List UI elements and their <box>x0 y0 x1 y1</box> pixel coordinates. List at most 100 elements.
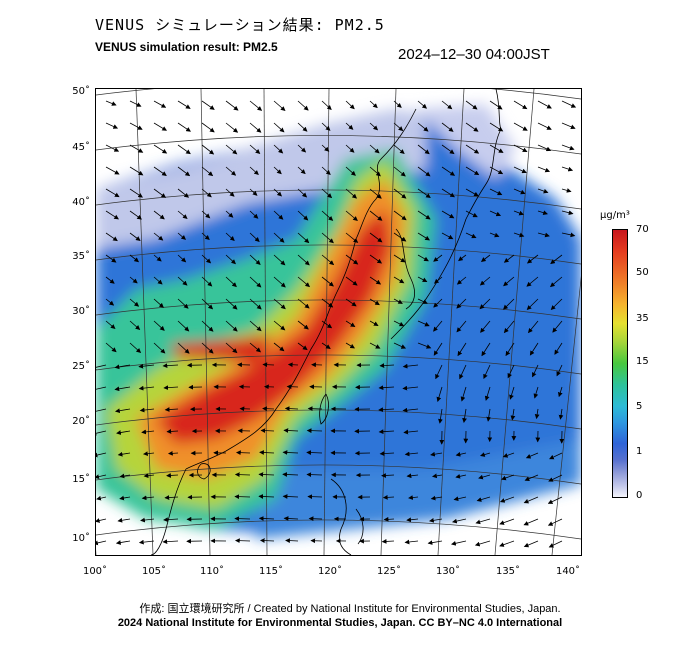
wind-arrow <box>417 188 431 199</box>
wind-arrow <box>465 100 478 110</box>
wind-arrow <box>249 276 262 288</box>
wind-arrow <box>452 518 467 524</box>
wind-arrow <box>168 450 179 456</box>
wind-arrow <box>526 298 539 311</box>
wind-arrow <box>417 166 431 177</box>
wind-arrow <box>481 342 491 357</box>
wind-arrow <box>552 320 563 333</box>
wind-arrow <box>96 474 107 479</box>
wind-arrow <box>393 210 407 221</box>
wind-arrow <box>455 473 467 479</box>
wind-arrow <box>513 100 528 110</box>
wind-arrow <box>465 166 480 176</box>
wind-arrow <box>550 298 563 311</box>
wind-arrow <box>96 540 107 546</box>
wind-arrow <box>297 232 310 244</box>
wind-arrow <box>225 122 239 133</box>
lat-tick-25: 25˚ <box>72 361 90 372</box>
wind-arrow <box>321 298 334 308</box>
wind-arrow <box>105 188 120 198</box>
wind-arrow <box>382 494 395 500</box>
wind-arrow <box>321 254 335 266</box>
wind-arrow <box>105 254 117 263</box>
wind-arrow <box>345 144 355 153</box>
wind-arrow <box>441 100 453 110</box>
wind-arrow <box>441 210 455 219</box>
wind-arrow <box>489 122 504 132</box>
wind-arrow <box>96 518 107 523</box>
wind-arrow <box>129 166 144 176</box>
wind-arrow <box>177 210 188 220</box>
wind-arrow <box>489 166 504 175</box>
wind-arrow <box>369 298 380 306</box>
wind-arrow <box>153 210 165 220</box>
wind-arrow <box>383 516 395 522</box>
wind-arrow <box>306 428 323 434</box>
wind-arrow <box>406 473 419 479</box>
wind-arrow <box>96 364 107 370</box>
wind-arrow <box>201 254 212 264</box>
wind-arrow <box>177 342 190 354</box>
wind-arrow <box>393 188 407 199</box>
wind-arrow <box>427 540 443 545</box>
wind-arrow <box>119 495 131 501</box>
wind-arrow <box>105 144 120 152</box>
wind-arrow <box>378 407 395 413</box>
wind-arrow <box>369 188 382 199</box>
wind-arrow <box>474 540 491 547</box>
wind-arrow <box>537 188 549 194</box>
pm25-map[interactable] <box>95 88 582 556</box>
wind-arrow <box>225 254 236 265</box>
wind-arrow <box>163 385 179 391</box>
wind-arrow <box>534 408 540 420</box>
wind-arrow <box>234 472 251 478</box>
wind-arrow <box>561 188 572 193</box>
wind-arrow <box>532 364 539 378</box>
wind-arrow <box>393 166 406 177</box>
wind-arrow <box>177 100 191 109</box>
wind-arrow <box>393 122 404 132</box>
wind-arrow <box>249 100 263 111</box>
wind-arrow <box>369 320 379 327</box>
wind-arrow <box>297 276 311 288</box>
wind-arrow <box>273 232 285 243</box>
wind-arrow <box>503 298 515 310</box>
wind-arrow <box>96 430 107 436</box>
wind-arrow <box>177 122 191 132</box>
wind-arrow <box>262 406 275 412</box>
wind-arrow <box>249 254 261 265</box>
wind-arrow <box>417 342 432 349</box>
wind-arrow <box>129 232 141 241</box>
wind-arrow <box>548 474 563 482</box>
wind-arrow <box>345 342 355 349</box>
colorbar <box>612 229 628 498</box>
wind-arrow <box>561 166 574 172</box>
wind-arrow <box>129 320 141 331</box>
wind-arrow <box>201 166 214 177</box>
wind-arrow <box>258 472 275 477</box>
wind-arrow <box>249 320 262 332</box>
wind-arrow <box>345 188 358 199</box>
lat-tick-35: 35˚ <box>72 251 90 262</box>
wind-arrow <box>321 100 332 111</box>
wind-arrow <box>465 188 479 197</box>
wind-arrow <box>307 494 323 500</box>
credit-text: 作成: 国立環境研究所 / Created by National Instit… <box>139 603 561 615</box>
wind-arrow <box>513 232 525 238</box>
wind-arrow <box>297 342 308 351</box>
wind-arrow <box>417 298 428 304</box>
wind-arrow <box>503 254 515 263</box>
wind-arrow <box>381 539 395 544</box>
wind-arrow <box>177 166 191 177</box>
wind-arrow <box>393 342 407 349</box>
wind-arrow <box>129 144 144 153</box>
wind-vectors <box>96 100 577 548</box>
wind-arrow <box>537 166 551 173</box>
wind-arrow <box>153 100 167 108</box>
wind-arrow <box>549 276 563 288</box>
wind-arrow <box>456 298 467 309</box>
wind-arrow <box>282 450 299 455</box>
wind-arrow <box>249 188 258 196</box>
wind-arrow <box>306 472 323 478</box>
wind-arrow <box>523 518 539 526</box>
